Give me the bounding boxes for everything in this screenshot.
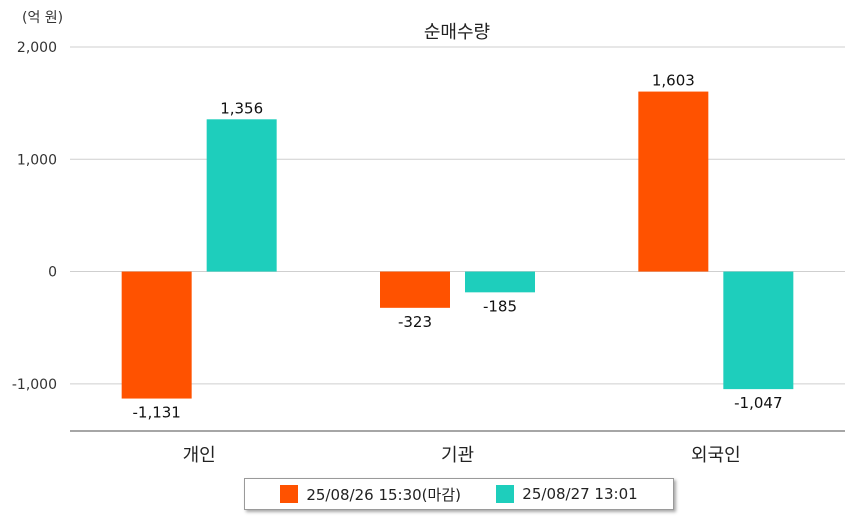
bar (121, 271, 192, 399)
gridlines (70, 46, 845, 385)
legend-swatch-series-2 (496, 485, 515, 503)
unit-label: (억 원) (22, 10, 63, 26)
data-label: -1,047 (734, 394, 782, 412)
x-tick-label: 기관 (441, 445, 474, 466)
legend-label-series-2: 25/08/27 13:01 (522, 485, 638, 503)
y-tick-label: -1,000 (12, 377, 57, 393)
x-tick-label: 외국인 (691, 445, 741, 466)
data-label: -185 (483, 297, 517, 315)
bar-chart: (억 원) 순매수량 2,000 1,000 0 -1,000 -1,131 1,356… (12, 10, 845, 466)
bar (206, 119, 277, 272)
data-label: 1,603 (652, 72, 695, 90)
legend-label-series-1: 25/08/26 15:30(마감) (306, 485, 461, 504)
bar (380, 271, 450, 308)
data-labels: -1,131 1,356 -323 -185 1,603 -1,047 (132, 72, 782, 422)
y-tick-label: 0 (48, 265, 57, 281)
x-axis-ticks: 개인 기관 외국인 (183, 445, 741, 466)
data-label: 1,356 (220, 99, 263, 117)
data-label: -1,131 (132, 404, 180, 422)
bar (465, 271, 535, 293)
y-tick-label: 2,000 (17, 40, 57, 56)
chart-title: 순매수량 (424, 22, 490, 43)
bar (638, 91, 709, 272)
bars (121, 91, 794, 399)
bar (723, 271, 794, 390)
y-axis-ticks: 2,000 1,000 0 -1,000 (12, 40, 57, 393)
data-label: -323 (398, 313, 432, 331)
x-tick-label: 개인 (183, 445, 216, 466)
legend-item-series-2: 25/08/27 13:01 (496, 485, 638, 503)
legend-item-series-1: 25/08/26 15:30(마감) (280, 484, 461, 505)
legend: 25/08/26 15:30(마감) 25/08/27 13:01 (244, 478, 674, 510)
legend-swatch-series-1 (280, 485, 299, 503)
y-tick-label: 1,000 (17, 152, 57, 168)
